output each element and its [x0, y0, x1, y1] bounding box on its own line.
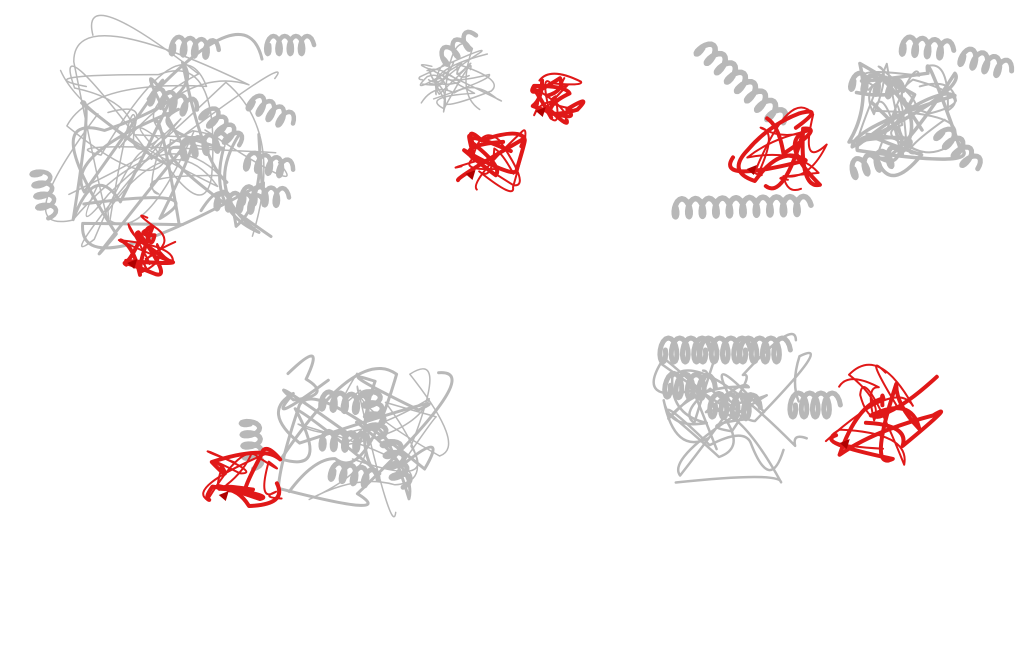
coil	[867, 79, 946, 155]
helix	[672, 194, 813, 219]
helix	[359, 389, 388, 441]
helix	[319, 429, 371, 453]
red-loop	[118, 224, 157, 277]
helix	[933, 127, 983, 171]
helix	[698, 336, 753, 364]
helix	[318, 390, 371, 415]
red-loop	[763, 116, 822, 191]
red-strand-arrow	[218, 491, 229, 501]
coil	[65, 69, 265, 237]
helix	[658, 336, 713, 364]
red-loop	[124, 240, 177, 273]
red-strand-arrow	[839, 439, 850, 449]
red-loop	[454, 134, 521, 187]
coil	[66, 64, 288, 177]
coil	[68, 65, 212, 218]
helix	[239, 184, 291, 208]
coil	[862, 65, 921, 156]
helix	[328, 461, 380, 488]
helix	[788, 391, 843, 419]
red-loop	[538, 72, 583, 122]
coil	[855, 64, 966, 161]
helix	[30, 170, 58, 220]
helix	[850, 145, 904, 180]
red-loop	[728, 109, 814, 183]
coil	[855, 62, 957, 154]
red-loop	[824, 363, 914, 443]
coil	[662, 369, 808, 448]
red-loop	[209, 446, 283, 496]
red-strand-arrow	[746, 165, 757, 175]
helix	[243, 151, 295, 178]
red-loop	[202, 452, 283, 501]
red-loop	[530, 76, 572, 120]
red-strand-arrow	[127, 259, 138, 269]
coil	[421, 43, 481, 113]
helix	[899, 35, 956, 60]
structure-4	[202, 354, 454, 518]
helix	[707, 391, 763, 421]
structure-3	[671, 34, 1015, 220]
coil	[276, 371, 454, 507]
helix	[440, 30, 478, 67]
red-loop	[474, 129, 527, 193]
coil	[663, 357, 785, 472]
coil	[420, 71, 503, 104]
helix	[147, 87, 199, 116]
helix	[662, 371, 718, 401]
coil	[308, 401, 437, 501]
red-loop	[122, 230, 176, 277]
red-loop	[746, 126, 820, 181]
helix	[180, 131, 230, 160]
helix	[958, 47, 1014, 78]
red-loop	[117, 214, 174, 265]
structure-5	[652, 332, 944, 484]
helix	[380, 439, 412, 490]
helix	[694, 42, 788, 125]
helix	[848, 71, 905, 99]
red-strand-arrow	[465, 170, 476, 180]
coil	[279, 366, 399, 494]
helix	[198, 107, 244, 147]
helix	[264, 34, 316, 56]
structure-2	[418, 29, 586, 193]
coil	[81, 119, 265, 250]
helix	[169, 35, 221, 60]
red-strand-arrow	[535, 107, 546, 117]
coil	[59, 35, 250, 221]
coil	[282, 354, 412, 501]
coil	[418, 49, 483, 96]
helix	[738, 336, 793, 364]
helix	[246, 94, 296, 127]
structure-1	[29, 14, 317, 277]
